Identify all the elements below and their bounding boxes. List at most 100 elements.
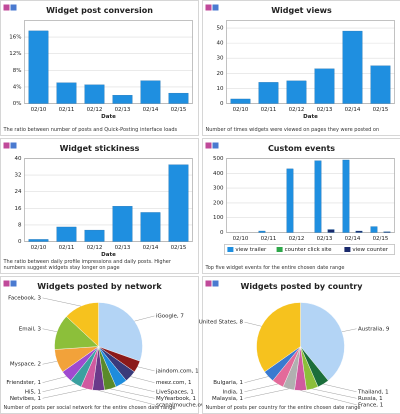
bar xyxy=(370,65,391,104)
bar xyxy=(327,229,335,233)
x-tick-label: 02/13 xyxy=(317,236,333,242)
x-tick-label: 02/13 xyxy=(115,107,131,113)
chart-caption: Number of times widgets were viewed on p… xyxy=(205,126,380,133)
y-tick-label: 20 xyxy=(217,71,224,77)
chart-caption: Number of posts per country for the enti… xyxy=(205,404,361,411)
slice-label: Friendster, 1 xyxy=(6,380,41,386)
leader-line xyxy=(42,361,58,365)
x-tick-label: 02/10 xyxy=(31,245,47,251)
panel-icon xyxy=(3,4,10,11)
x-tick-label: 02/13 xyxy=(317,107,333,113)
leader-line xyxy=(42,328,58,332)
y-tick-label: 0% xyxy=(13,101,22,107)
y-tick-label: 50 xyxy=(217,26,224,32)
plot-frame xyxy=(226,20,395,104)
x-tick-label: 02/14 xyxy=(143,245,159,251)
chart-title: Custom events xyxy=(268,144,335,153)
leader-line xyxy=(244,383,278,392)
y-tick-label: 16 xyxy=(15,206,22,212)
leader-line xyxy=(137,366,155,372)
panel-icon xyxy=(205,280,212,287)
x-tick-label: 02/11 xyxy=(59,107,75,113)
y-tick-label: 16% xyxy=(9,35,21,41)
bar xyxy=(28,239,49,242)
x-tick-label: 02/15 xyxy=(171,107,187,113)
slice-label: United States, 8 xyxy=(199,320,244,326)
bar xyxy=(370,226,378,233)
leader-line xyxy=(312,388,357,399)
y-tick-label: 200 xyxy=(213,200,224,206)
x-axis-label: Date xyxy=(101,114,116,120)
bar xyxy=(112,206,133,242)
legend-swatch xyxy=(227,247,234,252)
bar xyxy=(56,226,77,242)
x-tick-label: 02/11 xyxy=(261,107,277,113)
panel-icon xyxy=(10,142,17,149)
x-tick-label: 02/15 xyxy=(373,236,389,242)
legend-label: view counter xyxy=(352,247,388,253)
slice-label: Malaysia, 1 xyxy=(212,396,243,402)
bar xyxy=(355,230,363,233)
slice-label: Russia, 1 xyxy=(358,396,383,402)
panel-icon xyxy=(3,142,10,149)
x-tick-label: 02/12 xyxy=(87,245,103,251)
bar xyxy=(112,95,133,104)
slice-label: Netvibes, 1 xyxy=(10,396,41,402)
y-tick-label: 24 xyxy=(15,189,22,195)
pie-slice xyxy=(98,302,143,362)
slice-label: Email, 3 xyxy=(19,326,42,332)
bar xyxy=(168,164,189,242)
slice-label: MyYearbook, 1 xyxy=(156,396,196,402)
x-tick-label: 02/11 xyxy=(261,236,277,242)
panel-icon xyxy=(205,4,212,11)
y-tick-label: 30 xyxy=(217,56,224,62)
slice-label: Bulgaria, 1 xyxy=(213,380,243,386)
leader-line xyxy=(42,297,82,307)
leader-line xyxy=(341,328,357,332)
x-tick-label: 02/10 xyxy=(233,107,249,113)
slice-label: Australia, 9 xyxy=(358,326,390,332)
leader-line xyxy=(300,390,357,405)
chart-title: Widgets posted by network xyxy=(37,282,162,291)
leader-line xyxy=(110,388,155,399)
y-tick-label: 0 xyxy=(220,101,224,107)
leader-line xyxy=(244,388,289,399)
panel-icon xyxy=(205,142,212,149)
panel-icon xyxy=(212,4,219,11)
bar xyxy=(314,68,335,104)
bar xyxy=(28,30,49,104)
legend-label: view trailer xyxy=(235,247,267,253)
y-tick-label: 8% xyxy=(13,68,22,74)
plot-frame xyxy=(24,158,193,242)
slice-label: meez.com, 1 xyxy=(156,380,192,386)
bar xyxy=(383,231,391,233)
leader-line xyxy=(42,388,87,399)
y-tick-label: 32 xyxy=(15,173,22,179)
chart-caption: Number of posts per social network for t… xyxy=(3,404,176,411)
slice-label: France, 1 xyxy=(358,402,383,408)
bar xyxy=(140,80,161,104)
slice-label: scanalmouche.over-blo, 1 xyxy=(156,402,227,408)
leader-line xyxy=(42,383,76,392)
slice-label: Facebook, 3 xyxy=(8,295,41,301)
y-tick-label: 8 xyxy=(18,222,22,228)
plot-frame xyxy=(24,20,193,104)
bar xyxy=(258,82,279,104)
bar xyxy=(56,82,77,104)
chart-title: Widget stickiness xyxy=(60,144,140,153)
bar xyxy=(84,84,105,104)
bar xyxy=(342,159,350,233)
bar xyxy=(286,80,307,104)
bar xyxy=(140,212,161,242)
y-tick-label: 12% xyxy=(9,51,21,57)
leader-line xyxy=(130,376,155,383)
slice-label: Thailand, 1 xyxy=(357,389,389,395)
x-axis-label: Date xyxy=(303,114,318,120)
x-tick-label: 02/12 xyxy=(289,107,305,113)
y-tick-label: 500 xyxy=(213,156,224,162)
legend-swatch xyxy=(344,247,351,252)
panel-icon xyxy=(10,280,17,287)
chart-caption: Top five widget events for the entire ch… xyxy=(205,264,345,271)
panel-icon xyxy=(212,280,219,287)
